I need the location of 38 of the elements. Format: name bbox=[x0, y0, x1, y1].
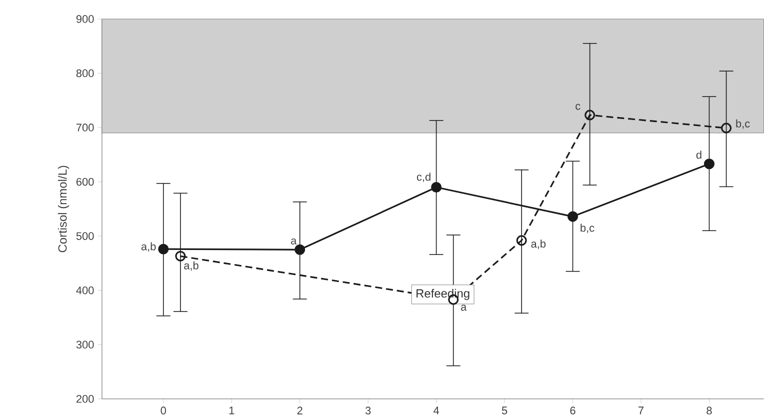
annotation: a bbox=[461, 304, 467, 311]
annotation: c,d bbox=[416, 172, 430, 182]
y-tick-label: 400 bbox=[76, 286, 94, 294]
x-tick-label: 4 bbox=[434, 406, 440, 414]
point bbox=[431, 182, 442, 193]
y-axis-title: Cortisol (nmol/L) bbox=[58, 166, 70, 252]
point bbox=[721, 122, 732, 134]
annotation: b,c bbox=[736, 119, 750, 129]
point bbox=[158, 244, 169, 254]
x-tick-label: 0 bbox=[160, 406, 166, 414]
y-tick-label: 800 bbox=[76, 69, 94, 78]
y-tick-label: 500 bbox=[76, 232, 94, 240]
point bbox=[294, 244, 306, 255]
annotation: d bbox=[696, 150, 702, 159]
y-tick-label: 300 bbox=[76, 340, 94, 349]
x-tick-label: 2 bbox=[297, 406, 302, 414]
y-tick-label: 600 bbox=[76, 178, 94, 186]
x-tick-label: 1 bbox=[229, 406, 234, 414]
x-tick-label: 5 bbox=[502, 406, 508, 414]
annotation: Refeeding bbox=[416, 288, 470, 300]
point bbox=[567, 211, 578, 222]
point bbox=[584, 110, 596, 120]
point bbox=[175, 250, 186, 262]
y-tick-label: 900 bbox=[76, 15, 94, 23]
x-tick-label: 6 bbox=[570, 406, 576, 414]
annotation: b,c bbox=[580, 224, 594, 234]
annotation: a,b bbox=[141, 242, 156, 252]
annotation: a,b bbox=[184, 261, 198, 271]
x-tick-label: 8 bbox=[706, 406, 712, 414]
annotation: a bbox=[291, 238, 297, 244]
annotation: c bbox=[576, 104, 580, 110]
annotation: a,b bbox=[531, 240, 546, 250]
point bbox=[516, 235, 527, 246]
x-tick-label: 3 bbox=[365, 406, 371, 414]
y-tick-label: 200 bbox=[76, 395, 94, 403]
y-tick-label: 700 bbox=[76, 124, 94, 132]
point bbox=[704, 158, 715, 170]
x-tick-label: 7 bbox=[638, 406, 644, 414]
